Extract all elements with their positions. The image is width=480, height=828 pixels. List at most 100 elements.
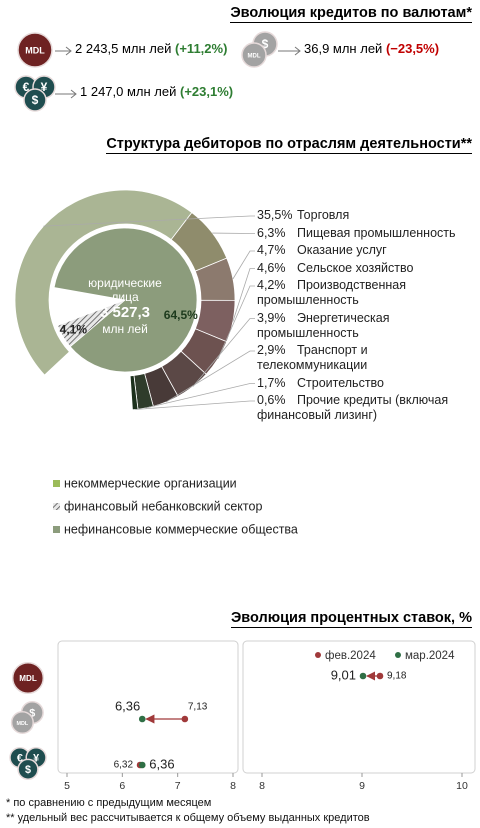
icon-coin (17, 32, 53, 68)
x-tick-label: 7 (175, 780, 181, 792)
credit-change: (+23,1%) (180, 84, 234, 99)
legend-swatch (53, 503, 60, 510)
center-total: 3 527,3 (99, 304, 151, 321)
inner-wedge (57, 299, 126, 348)
rate-label: 9,18 (387, 671, 407, 682)
icon-symbol: $ (262, 37, 269, 51)
credit-amount: 36,9 млн лей (304, 41, 383, 56)
leader-line (192, 318, 255, 387)
segment-name: Сельское хозяйство (297, 260, 414, 275)
legend-swatch (53, 480, 60, 487)
credit-amount: 1 247,0 млн лей (80, 84, 177, 99)
rate-dot (359, 672, 367, 680)
legend-label: мар.2024 (405, 650, 455, 662)
legend-dot (395, 652, 401, 658)
icon-coin (241, 42, 267, 68)
icon-symbol: € (23, 80, 30, 94)
leader-line (43, 215, 255, 227)
inner-wedge (53, 227, 198, 373)
leader-line (145, 383, 255, 409)
x-tick-label: 6 (119, 780, 125, 792)
rate-label: 9,01 (331, 667, 356, 682)
rate-label: 6,36 (149, 756, 174, 771)
segment-name: Строительство (297, 375, 384, 390)
segment-label: 4,7% Оказание услуг (257, 243, 475, 258)
arrow (55, 46, 72, 56)
segment-label: 1,7% Строительство (257, 376, 475, 391)
icon-symbol: ¥ (41, 80, 48, 94)
icon-coin (10, 710, 34, 735)
icon-symbol: MDL (248, 54, 261, 60)
inner-label: 64,5% (164, 308, 198, 322)
credit-line: 2 243,5 млн лей (+11,2%) (75, 41, 227, 56)
x-tick-label: 9 (359, 780, 365, 792)
credit-line: 36,9 млн лей (−23,5%) (304, 41, 439, 56)
segment-value: 35,5% (257, 208, 293, 222)
segment-value: 2,9% (257, 343, 286, 357)
center-label: юридические лица 3 527,3 млн лей (75, 276, 175, 336)
arrow (278, 46, 301, 56)
legend-label: фев.2024 (325, 650, 376, 662)
x-tick-label: 5 (64, 780, 70, 792)
rate-label: 6,32 (114, 760, 134, 771)
leader-line (165, 350, 255, 403)
legend-label: некоммерческие организации (64, 476, 237, 490)
panel-frame (242, 640, 476, 774)
icon-coin (23, 88, 47, 112)
leader-line (232, 268, 255, 322)
rate-dot (138, 761, 146, 769)
x-tick-label: 8 (230, 780, 236, 792)
leader-line (232, 250, 255, 280)
center-caption: юридические лица (88, 276, 162, 304)
x-tick-label: 10 (456, 780, 468, 792)
legend-label: финансовый небанковский сектор (64, 499, 262, 513)
segment-name: Пищевая промышленность (297, 225, 456, 240)
credit-change: (−23,5%) (385, 41, 440, 56)
section-title: Эволюция кредитов по валютам* (230, 5, 472, 23)
icon-symbol: € (17, 752, 23, 764)
footnote: * по сравнению с предыдущим месяцем (6, 797, 211, 809)
center-unit: млн лей (102, 322, 148, 336)
segment-name: Производственная промышленность (257, 278, 407, 307)
segment-name: Энергетическая промышленность (257, 310, 390, 340)
segment-label: 6,3% Пищевая промышленность (257, 226, 475, 241)
rate-label: 7,13 (188, 702, 208, 713)
icon-symbol: MDL (25, 45, 45, 55)
segment-name: Транспорт и телекоммуникации (257, 343, 368, 372)
icon-symbol: ¥ (33, 752, 39, 764)
segment-label: 0,6% Прочие кредиты (включая финансовый л… (257, 393, 475, 423)
panel-frame (57, 640, 239, 774)
segment-value: 3,9% (257, 310, 286, 325)
legend-label: нефинансовые коммерческие общества (64, 522, 298, 536)
segment-value: 4,6% (257, 260, 286, 275)
inner-label: 4,1% (60, 323, 88, 337)
segment-label: 2,9% Транспорт и телекоммуникации (257, 343, 475, 373)
section-title: Эволюция процентных ставок, % (230, 610, 472, 628)
legend-dot (315, 652, 321, 658)
icon-symbol: $ (32, 93, 39, 107)
icon-symbol: $ (29, 707, 35, 719)
arrow (55, 89, 77, 99)
icon-symbol: $ (25, 764, 31, 776)
segment-value: 1,7% (257, 375, 286, 390)
segment-value: 4,7% (257, 243, 286, 257)
segment-label: 3,9% Энергетическая промышленность (257, 311, 475, 341)
segment-name: Прочие кредиты (включая финансовый лизин… (257, 393, 449, 422)
icon-symbol: MDL (19, 674, 37, 683)
segment-label: 4,2% Производственная промышленность (257, 278, 475, 308)
credit-line: 1 247,0 млн лей (+23,1%) (80, 84, 233, 99)
rate-dot (138, 715, 146, 723)
segment-name: Торговля (297, 208, 350, 222)
segment-value: 4,2% (257, 278, 286, 292)
legend-swatch (53, 526, 60, 533)
leader-line (135, 400, 255, 410)
rate-dot (376, 672, 384, 680)
leader-line (217, 285, 255, 360)
section-title: Структура дебиторов по отраслям деятельн… (106, 136, 472, 154)
segment-value: 0,6% (257, 393, 286, 407)
credit-amount: 2 243,5 млн лей (75, 41, 172, 56)
icon-coin (11, 661, 45, 695)
rate-dot (181, 715, 189, 723)
